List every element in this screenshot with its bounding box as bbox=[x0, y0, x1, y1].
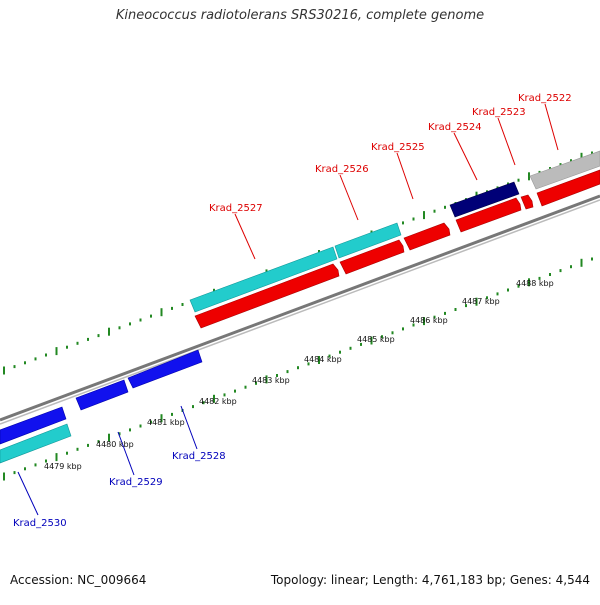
map-title: Kineococcus radiotolerans SRS30216, comp… bbox=[115, 8, 485, 23]
gene-leader-lines bbox=[17, 103, 559, 516]
gene-label-2525[interactable]: Krad_2525 bbox=[371, 142, 425, 153]
backbone-line bbox=[0, 194, 600, 422]
scale-label-4485: 4485 kbp bbox=[357, 335, 395, 344]
scale-label-4481: 4481 kbp bbox=[147, 418, 185, 427]
gene-label-2524[interactable]: Krad_2524 bbox=[428, 122, 482, 133]
leader-2523 bbox=[497, 117, 516, 166]
gene-label-2523[interactable]: Krad_2523 bbox=[472, 107, 526, 118]
leader-2526 bbox=[339, 174, 359, 221]
leader-2522 bbox=[544, 103, 559, 151]
scale-label-4479: 4479 kbp bbox=[44, 462, 82, 471]
scale-label-4480: 4480 kbp bbox=[96, 440, 134, 449]
cds-forward-2526[interactable] bbox=[339, 239, 405, 275]
scale-label-4484: 4484 kbp bbox=[304, 355, 342, 364]
leader-2528 bbox=[180, 405, 198, 450]
backbone-shadow bbox=[0, 199, 600, 425]
gene-labels: Krad_2522 Krad_2523 Krad_2524 Krad_2525 … bbox=[13, 93, 572, 529]
rna-reverse-2530[interactable] bbox=[0, 423, 72, 464]
gene-label-2528[interactable]: Krad_2528 bbox=[172, 451, 226, 462]
scale-label-4488: 4488 kbp bbox=[516, 279, 554, 288]
gene-label-2522[interactable]: Krad_2522 bbox=[518, 93, 572, 104]
cds-reverse-2528[interactable] bbox=[127, 349, 203, 389]
cds-forward-2523[interactable] bbox=[520, 194, 534, 210]
gene-label-2530[interactable]: Krad_2530 bbox=[13, 518, 67, 529]
cds-forward-2524[interactable] bbox=[455, 197, 522, 233]
pseudo-gene-2522[interactable] bbox=[529, 150, 600, 190]
rna-forward-2526[interactable] bbox=[334, 222, 402, 259]
scale-label-4487: 4487 kbp bbox=[462, 297, 500, 306]
scale-label-4486: 4486 kbp bbox=[410, 316, 448, 325]
leader-2525 bbox=[396, 152, 414, 200]
gene-dark-2524[interactable] bbox=[449, 181, 520, 218]
scale-label-4483: 4483 kbp bbox=[252, 376, 290, 385]
cds-forward-2522[interactable] bbox=[536, 169, 600, 207]
scale-label-4482: 4482 kbp bbox=[199, 397, 237, 406]
leader-2530 bbox=[17, 471, 39, 516]
gene-label-2527[interactable]: Krad_2527 bbox=[209, 203, 263, 214]
cds-reverse-2530[interactable] bbox=[0, 406, 67, 445]
cds-forward-2525[interactable] bbox=[403, 222, 451, 251]
leader-2524 bbox=[453, 132, 478, 181]
rna-forward-2527[interactable] bbox=[189, 246, 338, 313]
leader-2527 bbox=[234, 213, 256, 260]
cds-forward-2527[interactable] bbox=[194, 263, 340, 329]
genome-summary: Topology: linear; Length: 4,761,183 bp; … bbox=[270, 573, 590, 587]
leader-2529 bbox=[117, 431, 135, 476]
accession-label: Accession: NC_009664 bbox=[10, 573, 147, 587]
genome-backbone bbox=[0, 194, 600, 425]
scale-labels: 4479 kbp 4480 kbp 4481 kbp 4482 kbp 4483… bbox=[44, 279, 554, 471]
gene-label-2526[interactable]: Krad_2526 bbox=[315, 164, 369, 175]
gene-label-2529[interactable]: Krad_2529 bbox=[109, 477, 163, 488]
feature-tracks bbox=[0, 150, 600, 464]
cds-reverse-2529[interactable] bbox=[75, 379, 129, 411]
